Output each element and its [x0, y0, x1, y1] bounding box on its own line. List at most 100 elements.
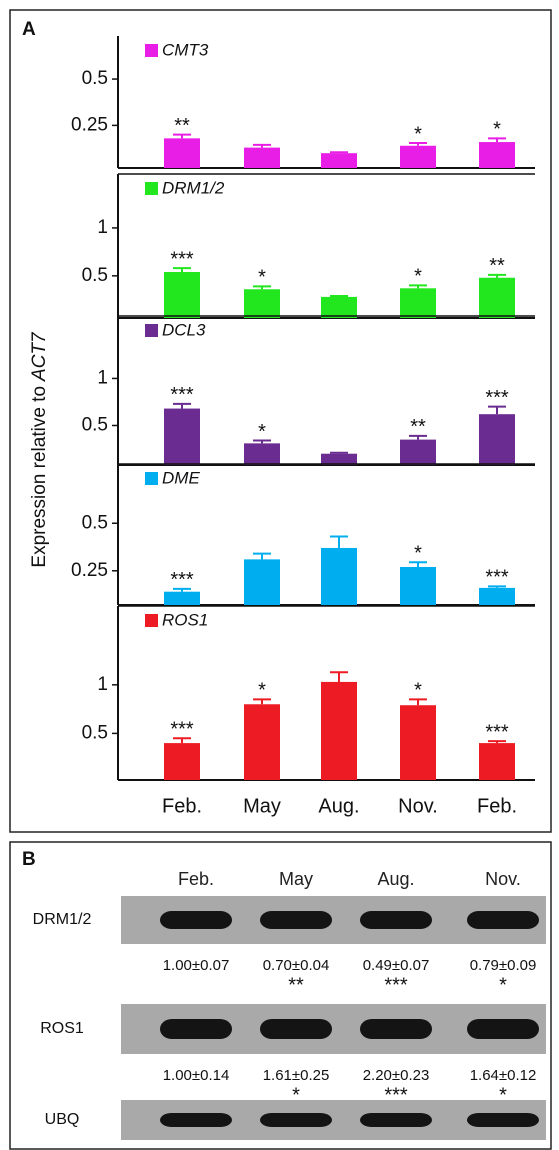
x-tick-label: Feb.: [162, 795, 202, 817]
bar: [321, 548, 357, 605]
x-tick-label: Aug.: [318, 795, 359, 817]
significance: *: [414, 542, 422, 564]
legend-label: DRM1/2: [162, 178, 225, 197]
significance: *: [499, 974, 507, 996]
significance: ***: [485, 387, 509, 409]
bar: [321, 682, 357, 780]
y-tick-label: 1: [97, 674, 108, 695]
y-tick-label: 0.25: [71, 560, 108, 581]
quantification: 0.49±0.07: [363, 957, 430, 974]
significance: ***: [170, 384, 194, 406]
y-tick-label: 1: [97, 367, 108, 388]
blot-band: [260, 911, 332, 929]
row-label: DRM1/2: [33, 911, 92, 928]
bar: [321, 153, 357, 168]
quantification: 1.64±0.12: [470, 1067, 537, 1084]
significance: *: [258, 267, 266, 289]
bar: [479, 743, 515, 780]
x-tick-label: Nov.: [398, 795, 438, 817]
bar: [244, 559, 280, 605]
significance: **: [489, 255, 505, 277]
blot-band: [360, 1113, 432, 1127]
significance: **: [174, 115, 190, 137]
quantification: 0.70±0.04: [263, 957, 330, 974]
bar: [479, 588, 515, 605]
panel-label: A: [22, 19, 36, 40]
bar: [400, 146, 436, 168]
blot-band: [467, 911, 539, 929]
column-label: Feb.: [178, 869, 214, 889]
legend-label: CMT3: [162, 40, 209, 59]
bar: [244, 704, 280, 780]
significance: *: [258, 680, 266, 702]
y-axis-label-text: Expression relative to: [29, 386, 50, 568]
y-tick-label: 0.5: [82, 722, 108, 743]
y-tick-label: 0.5: [82, 512, 108, 533]
blot-band: [160, 1113, 232, 1127]
quantification: 0.79±0.09: [470, 957, 537, 974]
blot-band: [260, 1113, 332, 1127]
significance: ***: [170, 719, 194, 741]
legend-swatch: [145, 44, 158, 57]
y-tick-label: 0.5: [82, 265, 108, 286]
legend-label: DME: [162, 468, 200, 487]
significance: ***: [485, 721, 509, 743]
blot-band: [360, 911, 432, 929]
legend-label: ROS1: [162, 610, 208, 629]
significance: ***: [170, 248, 194, 270]
significance: *: [414, 123, 422, 145]
bar: [479, 278, 515, 318]
bar: [400, 567, 436, 605]
legend-swatch: [145, 182, 158, 195]
bar: [321, 297, 357, 318]
bar: [244, 289, 280, 318]
quantification: 1.61±0.25: [263, 1067, 330, 1084]
bar: [164, 272, 200, 318]
bar: [400, 440, 436, 465]
x-tick-label: Feb.: [477, 795, 517, 817]
significance: ***: [170, 569, 194, 591]
blot-band: [360, 1019, 432, 1039]
y-tick-label: 0.25: [71, 114, 108, 135]
y-axis-label-gene: ACT7: [29, 331, 50, 382]
panel-label: B: [22, 849, 36, 870]
blot-band: [160, 911, 232, 929]
blot-band: [160, 1019, 232, 1039]
bar: [164, 138, 200, 168]
bar: [479, 414, 515, 465]
quantification: 1.00±0.07: [163, 957, 230, 974]
legend-swatch: [145, 472, 158, 485]
legend-label: DCL3: [162, 320, 206, 339]
significance: *: [493, 119, 501, 141]
significance: *: [414, 266, 422, 288]
bar: [479, 142, 515, 168]
bar: [244, 148, 280, 168]
bar: [400, 705, 436, 780]
bar: [400, 288, 436, 318]
y-tick-label: 0.5: [82, 68, 108, 89]
blot-band: [467, 1113, 539, 1127]
bar: [164, 743, 200, 780]
column-label: Nov.: [485, 869, 521, 889]
column-label: Aug.: [377, 869, 414, 889]
significance: ***: [485, 567, 509, 589]
bar: [244, 443, 280, 465]
significance: **: [410, 416, 426, 438]
y-tick-label: 0.5: [82, 415, 108, 436]
significance: *: [258, 421, 266, 443]
bar: [164, 409, 200, 465]
column-label: May: [279, 869, 313, 889]
bar: [164, 592, 200, 605]
page: {"panel_a": {"label": "A", "ylabel": "Ex…: [0, 0, 559, 1150]
significance: ***: [384, 974, 408, 996]
significance: *: [414, 680, 422, 702]
row-label: ROS1: [40, 1020, 84, 1037]
significance: **: [288, 974, 304, 996]
y-tick-label: 1: [97, 217, 108, 238]
quantification: 1.00±0.14: [163, 1067, 230, 1084]
y-axis-label: Expression relative to ACT7: [29, 331, 50, 568]
row-label: UBQ: [45, 1111, 80, 1128]
legend-swatch: [145, 614, 158, 627]
legend-swatch: [145, 324, 158, 337]
blot-band: [467, 1019, 539, 1039]
